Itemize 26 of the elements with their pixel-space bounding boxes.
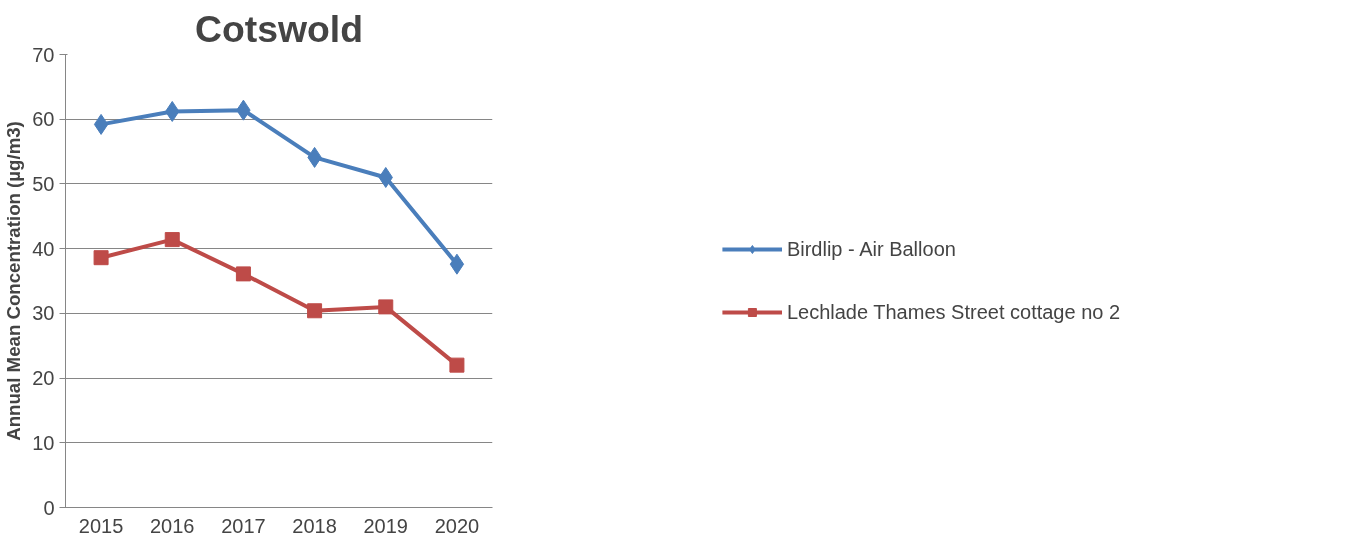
chart-title: Cotswold <box>195 7 363 50</box>
point <box>378 299 394 315</box>
y-tick-label: 0 <box>43 496 55 519</box>
legend-label: Birdlip - Air Balloon <box>786 237 956 261</box>
point <box>164 232 180 248</box>
point <box>235 266 251 282</box>
y-tick-label: 20 <box>32 367 55 390</box>
y-tick-label: 50 <box>32 172 55 195</box>
point <box>307 303 323 319</box>
legend-label: Lechlade Thames Street cottage no 2 <box>786 300 1121 324</box>
y-axis-title: Annual Mean Concentration (µg/m3) <box>3 121 25 441</box>
x-tick-label: 2019 <box>363 514 408 537</box>
x-tick-label: 2018 <box>292 514 337 537</box>
y-tick-label: 30 <box>32 302 55 325</box>
x-tick-label: 2017 <box>221 514 266 537</box>
y-tick-label: 60 <box>32 108 55 131</box>
y-tick-label: 10 <box>32 431 55 454</box>
x-tick-label: 2020 <box>434 514 480 537</box>
y-tick-label: 40 <box>32 237 55 260</box>
x-tick-label: 2016 <box>150 514 195 537</box>
point <box>449 253 465 275</box>
x-tick-label: 2015 <box>78 514 124 537</box>
point <box>93 250 109 266</box>
y-tick-label: 70 <box>32 43 55 66</box>
point <box>449 357 465 373</box>
point <box>93 113 109 135</box>
